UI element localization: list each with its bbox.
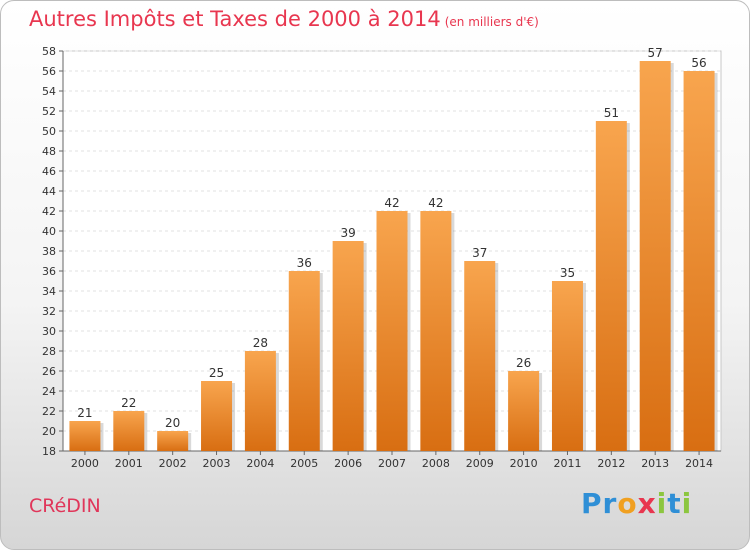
bar-2007	[376, 211, 408, 451]
logo-letter: P	[581, 487, 603, 520]
y-tick-label: 24	[42, 385, 56, 398]
y-tick-label: 44	[42, 185, 56, 198]
value-label: 56	[691, 56, 706, 70]
bar-2006	[332, 241, 364, 451]
x-tick-label: 2006	[334, 457, 362, 470]
logo-letter: r	[602, 487, 618, 520]
x-tick-label: 2005	[290, 457, 318, 470]
value-label: 21	[77, 406, 92, 420]
city-name: CRéDIN	[29, 495, 101, 517]
x-tick-label: 2000	[71, 457, 99, 470]
y-tick-label: 30	[42, 325, 56, 338]
chart-title: Autres Impôts et Taxes de 2000 à 2014 (en…	[29, 7, 539, 31]
bar-2014	[683, 71, 715, 451]
x-tick-label: 2013	[641, 457, 669, 470]
x-tick-label: 2007	[378, 457, 406, 470]
bar-2008	[420, 211, 452, 451]
value-label: 35	[560, 266, 575, 280]
y-tick-label: 34	[42, 285, 56, 298]
bar-2002	[157, 431, 189, 451]
y-tick-label: 18	[42, 445, 56, 458]
x-tick-label: 2011	[553, 457, 581, 470]
y-tick-label: 32	[42, 305, 56, 318]
proxiti-logo: Proxiti	[581, 487, 692, 520]
value-label: 28	[253, 336, 268, 350]
y-tick-label: 58	[42, 45, 56, 58]
bar-2010	[508, 371, 540, 451]
bar-2004	[244, 351, 276, 451]
x-tick-label: 2001	[115, 457, 143, 470]
x-tick-label: 2003	[203, 457, 231, 470]
x-tick-label: 2012	[597, 457, 625, 470]
x-tick-label: 2008	[422, 457, 450, 470]
y-tick-label: 40	[42, 225, 56, 238]
value-label: 22	[121, 396, 136, 410]
bar-2013	[639, 61, 671, 451]
y-tick-label: 26	[42, 365, 56, 378]
y-tick-label: 38	[42, 245, 56, 258]
y-tick-label: 20	[42, 425, 56, 438]
bar-2011	[551, 281, 583, 451]
x-tick-label: 2010	[510, 457, 538, 470]
value-label: 26	[516, 356, 531, 370]
bar-2003	[201, 381, 233, 451]
bar-2009	[464, 261, 496, 451]
logo-letter: t	[667, 487, 682, 520]
logo-letter: o	[617, 487, 638, 520]
y-tick-label: 48	[42, 145, 56, 158]
y-tick-label: 54	[42, 85, 56, 98]
y-tick-label: 42	[42, 205, 56, 218]
bar-2012	[595, 121, 627, 451]
value-label: 20	[165, 416, 180, 430]
value-label: 42	[384, 196, 399, 210]
logo-letter: i	[656, 487, 668, 520]
bar-2000	[69, 421, 101, 451]
bar-2001	[113, 411, 145, 451]
value-label: 42	[428, 196, 443, 210]
logo-letter: i	[681, 487, 693, 520]
value-label: 36	[297, 256, 312, 270]
y-tick-label: 28	[42, 345, 56, 358]
y-tick-label: 56	[42, 65, 56, 78]
value-label: 51	[604, 106, 619, 120]
y-tick-label: 22	[42, 405, 56, 418]
bar-2005	[288, 271, 320, 451]
x-tick-label: 2002	[159, 457, 187, 470]
chart-unit: (en milliers d'€)	[444, 15, 539, 29]
value-label: 37	[472, 246, 487, 260]
value-label: 39	[340, 226, 355, 240]
y-tick-label: 50	[42, 125, 56, 138]
value-label: 57	[648, 46, 663, 60]
y-tick-label: 52	[42, 105, 56, 118]
logo-letter: x	[637, 487, 657, 520]
x-tick-label: 2009	[466, 457, 494, 470]
x-tick-label: 2004	[246, 457, 274, 470]
x-tick-label: 2014	[685, 457, 713, 470]
y-tick-label: 46	[42, 165, 56, 178]
chart-title-text: Autres Impôts et Taxes de 2000 à 2014	[29, 7, 441, 31]
y-tick-label: 36	[42, 265, 56, 278]
value-label: 25	[209, 366, 224, 380]
